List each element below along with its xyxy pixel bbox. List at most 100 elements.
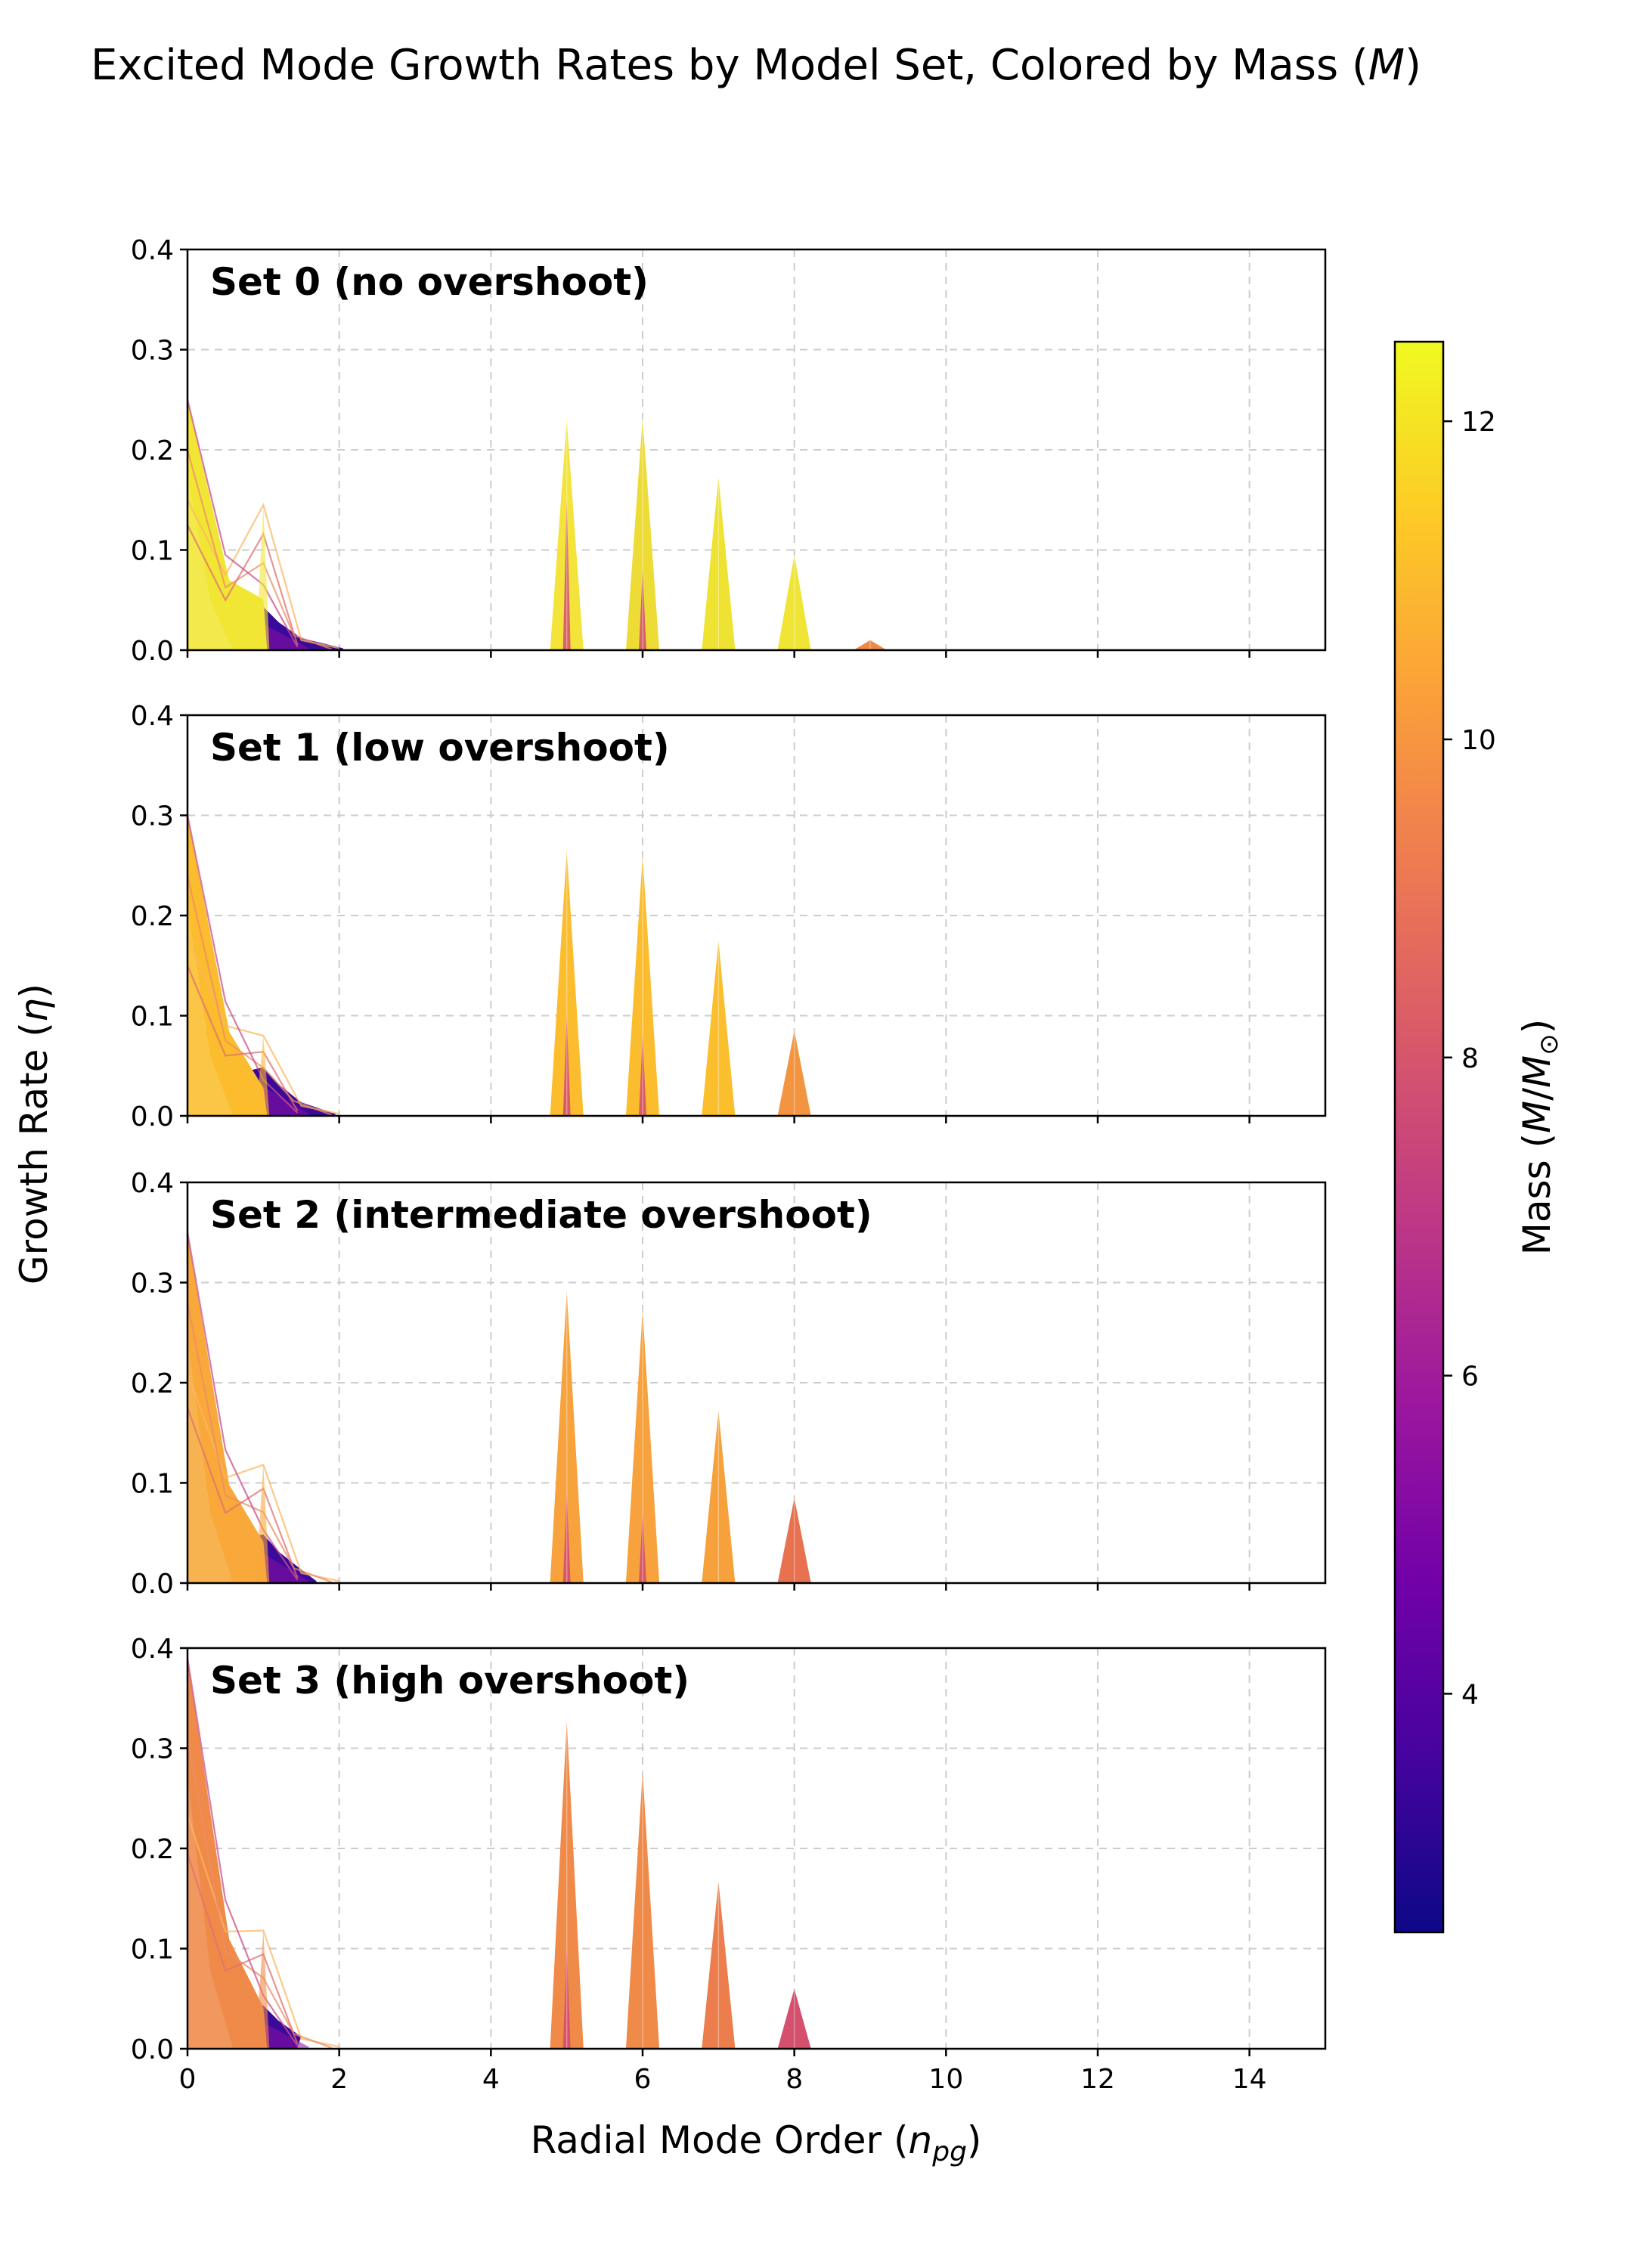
peak-n5-low-mass [562, 1492, 571, 1583]
peak-n7 [702, 1411, 736, 1583]
peak-n5 [550, 850, 584, 1116]
peak-n6 [625, 1771, 660, 2049]
panel-label: Set 2 (intermediate overshoot) [210, 1193, 872, 1237]
y-axis-label: Growth Rate (η) [12, 984, 56, 1284]
panel-label: Set 0 (no overshoot) [210, 260, 649, 304]
n0-wedge-shade [187, 905, 234, 1116]
n0-wedge [187, 1658, 268, 2049]
colorbar-tick-label: 12 [1461, 407, 1496, 438]
y-tick-label: 0.3 [131, 801, 174, 832]
x-tick-label: 2 [330, 2064, 348, 2095]
gridlines [187, 249, 1325, 651]
n0-wedge-shade [187, 475, 234, 650]
x-tick-label: 6 [634, 2064, 652, 2095]
colorbar-tick-label: 4 [1461, 1679, 1479, 1710]
n0-wedge [187, 815, 268, 1116]
colorbar: 4 6 8 10 12 Mass (M/M⊙) [1393, 340, 1564, 1934]
x-ticks: 0 2 4 6 8 10 12 14 [179, 2049, 1267, 2095]
y-tick-label: 0.0 [131, 636, 174, 667]
peak-n7 [702, 940, 736, 1116]
peak-n6-low-mass [638, 1036, 647, 1116]
y-tick-label: 0.4 [131, 1634, 174, 1665]
x-ticks [186, 1583, 1250, 1591]
colorbar-tick-label: 6 [1461, 1362, 1479, 1393]
peak-n9 [853, 640, 888, 650]
peak-n8 [777, 1030, 811, 1116]
peak-n6 [625, 417, 660, 650]
peak-n5-low-mass [562, 1015, 571, 1116]
peak-n5 [550, 1721, 584, 2049]
data-layer [187, 1232, 811, 1583]
x-tick-label: 14 [1232, 2064, 1267, 2095]
mode-track-line [187, 1232, 299, 1581]
y-tick-label: 0.2 [131, 435, 174, 466]
peak-n8 [777, 1498, 811, 1583]
data-layer [187, 815, 811, 1116]
y-tick-label: 0.1 [131, 1469, 174, 1500]
peak-n5-low-mass [562, 1948, 571, 2049]
n1-spike [256, 1464, 270, 1583]
x-tick-label: 10 [928, 2064, 963, 2095]
gridlines [187, 714, 1325, 1117]
mode-track-line [187, 1658, 299, 2046]
y-ticks: 0.0 0.1 0.2 0.3 0.4 [131, 701, 187, 1132]
y-tick-label: 0.2 [131, 901, 174, 932]
peak-n6-low-mass [638, 1513, 647, 1583]
colorbar-scale [1393, 340, 1445, 1934]
y-tick-label: 0.0 [131, 1569, 174, 1600]
panel-label: Set 3 (high overshoot) [210, 1659, 689, 1703]
panel-0: 0.0 0.1 0.2 0.3 0.4 Set 0 (no overshoot) [131, 235, 1327, 667]
y-tick-label: 0.2 [131, 1368, 174, 1399]
colorbar-tick-label: 8 [1461, 1043, 1479, 1074]
y-ticks: 0.0 0.1 0.2 0.3 0.4 [131, 235, 187, 667]
x-tick-label: 0 [179, 2064, 197, 2095]
y-tick-label: 0.0 [131, 1101, 174, 1132]
x-ticks [186, 1116, 1250, 1123]
x-axis-label: Radial Mode Order (npg) [531, 2118, 982, 2167]
peak-n7 [702, 1881, 736, 2049]
colorbar-ticks: 4 6 8 10 12 [1443, 407, 1496, 1710]
mode-track-line [187, 1853, 299, 2044]
x-tick-label: 12 [1080, 2064, 1115, 2095]
peak-n6-low-mass [638, 570, 647, 650]
y-tick-label: 0.1 [131, 1935, 174, 1966]
chart-title: Excited Mode Growth Rates by Model Set, … [91, 41, 1421, 90]
data-layer [187, 399, 888, 650]
n1-spike [256, 504, 270, 650]
n0-wedge [187, 399, 268, 650]
panel-1: 0.0 0.1 0.2 0.3 0.4 Set 1 (low overshoot) [131, 701, 1327, 1132]
panel-3: 0.0 0.1 0.2 0.3 0.4 0 2 4 6 8 10 12 14 Set 3 (high ov… [131, 1634, 1327, 2095]
y-tick-label: 0.3 [131, 336, 174, 367]
n0-wedge-shade [187, 1775, 234, 2049]
n1-spike [256, 1036, 270, 1116]
y-tick-label: 0.2 [131, 1834, 174, 1865]
y-tick-label: 0.4 [131, 1168, 174, 1199]
y-tick-label: 0.3 [131, 1734, 174, 1765]
gridlines [187, 1647, 1325, 2050]
peak-n5 [550, 1290, 584, 1583]
mode-track-line [187, 815, 299, 1114]
y-tick-label: 0.4 [131, 235, 174, 266]
x-ticks [186, 650, 1250, 658]
peak-n6 [625, 855, 660, 1116]
x-tick-label: 4 [482, 2064, 500, 2095]
y-tick-label: 0.1 [131, 1002, 174, 1033]
n1-spike [256, 1930, 270, 2049]
peak-n7 [702, 476, 736, 650]
y-tick-label: 0.1 [131, 536, 174, 567]
y-tick-label: 0.0 [131, 2034, 174, 2065]
data-layer [187, 1658, 811, 2049]
y-tick-label: 0.4 [131, 701, 174, 732]
colorbar-tick-label: 10 [1461, 725, 1496, 756]
n0-wedge [187, 1232, 268, 1583]
mode-track-line [187, 1407, 299, 1579]
peak-n6 [625, 1309, 660, 1583]
panel-2: 0.0 0.1 0.2 0.3 0.4 Set 2 (intermediate overs… [131, 1168, 1327, 1600]
y-ticks: 0.0 0.1 0.2 0.3 0.4 [131, 1168, 187, 1600]
y-tick-label: 0.3 [131, 1269, 174, 1300]
peak-n5-low-mass [562, 500, 571, 650]
x-tick-label: 8 [786, 2064, 803, 2095]
y-ticks: 0.0 0.1 0.2 0.3 0.4 [131, 1634, 187, 2065]
